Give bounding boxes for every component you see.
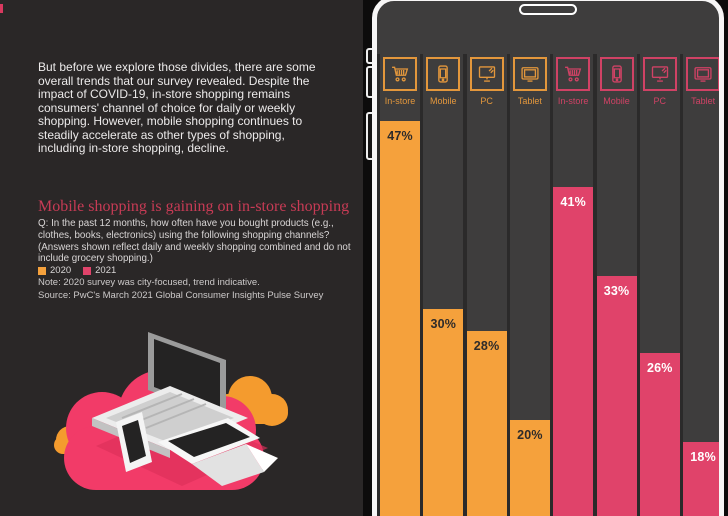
monitor-icon (469, 57, 504, 91)
category-label-2020-pc: PC (480, 96, 493, 106)
bar-chart: In-store 47% Mobile 30% PC 28% Tablet 20% In-sto… (377, 54, 719, 516)
bar-2021-in-store: 41% (553, 187, 594, 516)
value-label-2020-tablet: 20% (517, 427, 543, 442)
smartphone-icon (599, 57, 634, 91)
cart-icon (383, 57, 417, 91)
legend-swatch-2020 (38, 266, 46, 275)
devices-cloud-illustration (54, 332, 288, 490)
chart-column-2020-tablet: Tablet 20% (509, 54, 550, 516)
value-label-2020-pc: 28% (473, 339, 500, 354)
category-label-2021-tablet: Tablet (691, 96, 716, 106)
chart-column-2021-tablet: Tablet 18% (683, 54, 719, 516)
left-page: But before we explore those divides, the… (0, 0, 363, 516)
value-label-2020-mobile: 30% (430, 317, 457, 332)
smartphone-illustration (116, 412, 152, 472)
chart-column-2021-pc: PC 26% (639, 54, 680, 516)
bar-2021-tablet: 18% (683, 441, 719, 516)
phone-speaker-icon (519, 4, 577, 15)
category-label-2021-pc: PC (653, 96, 667, 106)
chart-column-2020-pc: PC 28% (466, 54, 507, 516)
cart-icon (556, 57, 591, 91)
bar-2020-mobile: 30% (423, 309, 464, 516)
bar-2020-tablet: 20% (509, 419, 550, 516)
survey-question: Q: In the past 12 months, how often have… (38, 218, 351, 265)
intro-paragraph: But before we explore those divides, the… (38, 60, 316, 155)
category-label-2020-mobile: Mobile (430, 96, 457, 106)
chart-column-2020-in-store: In-store 47% (380, 54, 420, 516)
legend-label-2021: 2021 (95, 265, 117, 276)
chart-title: Mobile shopping is gaining on in-store s… (38, 198, 350, 215)
value-label-2020-in-store: 47% (387, 129, 413, 143)
page-edge-mark (0, 4, 3, 13)
chart-column-2020-mobile: Mobile 30% (423, 54, 464, 516)
chart-column-2021-mobile: Mobile 33% (596, 54, 637, 516)
monitor-icon (642, 57, 677, 91)
value-label-2021-mobile: 33% (603, 283, 630, 298)
category-label-2021-mobile: Mobile (603, 96, 630, 106)
bar-2020-pc: 28% (466, 331, 507, 516)
category-label-2020-tablet: Tablet (517, 96, 542, 106)
category-label-2021-in-store: In-store (557, 96, 589, 106)
legend-label-2020: 2020 (50, 265, 72, 276)
survey-note: Note: 2020 survey was city-focused, tren… (38, 277, 260, 288)
tablet-icon (686, 57, 719, 91)
phone-frame: In-store 47% Mobile 30% PC 28% Tablet 20% In-sto… (372, 0, 724, 516)
source-line: Source: PwC's March 2021 Global Consumer… (38, 290, 324, 301)
chart-legend: 2020 2021 (38, 265, 116, 276)
legend-item-2021: 2021 (83, 265, 116, 276)
value-label-2021-tablet: 18% (690, 449, 716, 464)
category-label-2020-in-store: In-store (384, 96, 416, 106)
value-label-2021-in-store: 41% (560, 195, 586, 210)
tablet-illustration (158, 418, 278, 486)
value-label-2021-pc: 26% (646, 361, 673, 376)
chart-column-2021-in-store: In-store 41% (553, 54, 594, 516)
bar-2021-pc: 26% (639, 353, 680, 516)
legend-swatch-2021 (83, 266, 92, 275)
bar-2021-mobile: 33% (596, 275, 637, 516)
tablet-icon (512, 57, 547, 91)
smartphone-icon (426, 57, 461, 91)
legend-item-2020: 2020 (38, 265, 71, 276)
bar-2020-in-store: 47% (380, 121, 420, 516)
